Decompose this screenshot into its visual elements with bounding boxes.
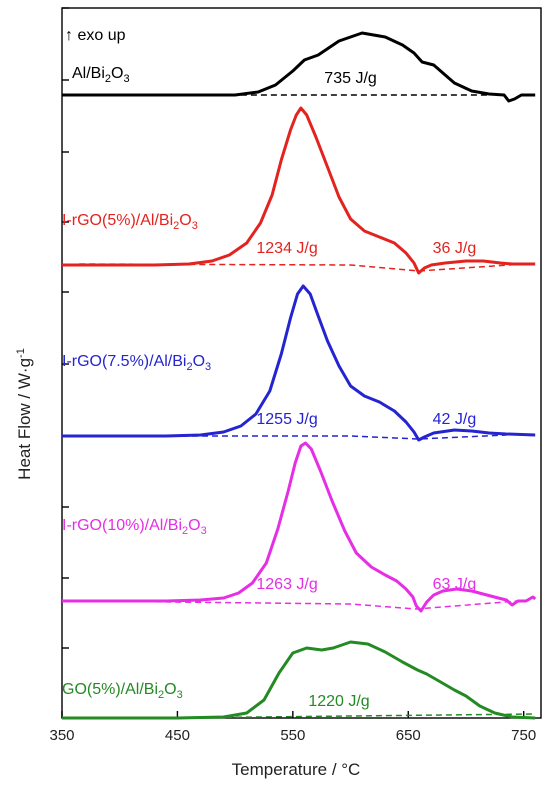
series-curve [62,31,536,103]
y-axis-title: Heat Flow / W·g-1 [15,348,34,480]
x-tick-label: 450 [165,727,190,744]
enthalpy-label: 1234 J/g [256,240,317,257]
series-label: GO(5%)/Al/Bi2O3 [62,681,183,701]
series-curve [62,284,536,442]
series-label: I-rGO(5%)/Al/Bi2O3 [62,212,198,232]
enthalpy-label: 1263 J/g [256,576,317,593]
x-tick-label: 550 [280,727,305,744]
series-label: I-rGO(10%)/Al/Bi2O3 [62,517,207,537]
series-baseline [79,263,524,272]
series-curve [62,106,536,275]
plot-frame [61,7,542,719]
x-tick-label: 750 [511,727,536,744]
exo-up-note: ↑ exo up [65,27,126,44]
x-axis-title: Temperature / °C [232,760,361,779]
enthalpy-label: 1255 J/g [256,411,317,428]
series-curve [62,441,537,613]
plot-area: 350 450 550 650 750 Al/Bi2O3 735 J/g I-rGO(5%)/… [49,7,542,744]
x-tick-label: 350 [49,727,74,744]
series-baseline [85,600,518,610]
enthalpy-label: 1220 J/g [308,693,369,710]
enthalpy-label: 63 J/g [433,576,477,593]
enthalpy-label: 36 J/g [433,240,477,257]
enthalpy-label: 735 J/g [324,70,376,87]
series-label: Al/Bi2O3 [72,65,130,85]
series-label: I-rGO(7.5%)/Al/Bi2O3 [62,353,211,373]
series-baseline [62,434,507,440]
x-tick-label: 650 [396,727,421,744]
enthalpy-label: 42 J/g [433,411,477,428]
series-curve [62,640,536,720]
